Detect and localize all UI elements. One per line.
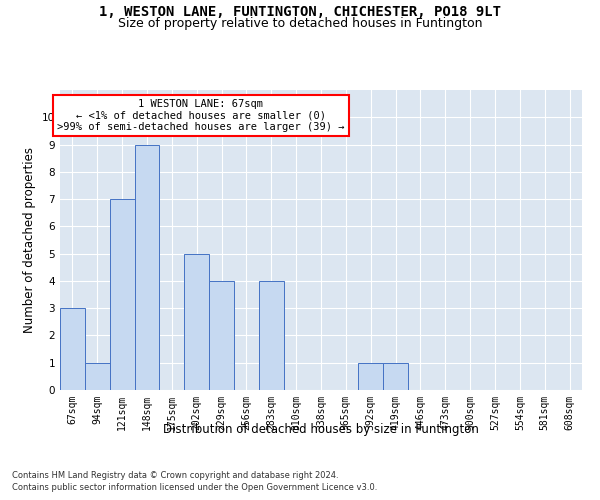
- Text: Size of property relative to detached houses in Funtington: Size of property relative to detached ho…: [118, 18, 482, 30]
- Text: 1 WESTON LANE: 67sqm
← <1% of detached houses are smaller (0)
>99% of semi-detac: 1 WESTON LANE: 67sqm ← <1% of detached h…: [57, 99, 344, 132]
- Bar: [134, 144, 160, 390]
- Y-axis label: Number of detached properties: Number of detached properties: [23, 147, 37, 333]
- Bar: [383, 362, 408, 390]
- Bar: [85, 362, 110, 390]
- Bar: [110, 199, 134, 390]
- Bar: [60, 308, 85, 390]
- Text: 1, WESTON LANE, FUNTINGTON, CHICHESTER, PO18 9LT: 1, WESTON LANE, FUNTINGTON, CHICHESTER, …: [99, 5, 501, 19]
- Bar: [358, 362, 383, 390]
- Text: Contains public sector information licensed under the Open Government Licence v3: Contains public sector information licen…: [12, 484, 377, 492]
- Text: Contains HM Land Registry data © Crown copyright and database right 2024.: Contains HM Land Registry data © Crown c…: [12, 471, 338, 480]
- Bar: [259, 281, 284, 390]
- Bar: [184, 254, 209, 390]
- Text: Distribution of detached houses by size in Funtington: Distribution of detached houses by size …: [163, 422, 479, 436]
- Bar: [209, 281, 234, 390]
